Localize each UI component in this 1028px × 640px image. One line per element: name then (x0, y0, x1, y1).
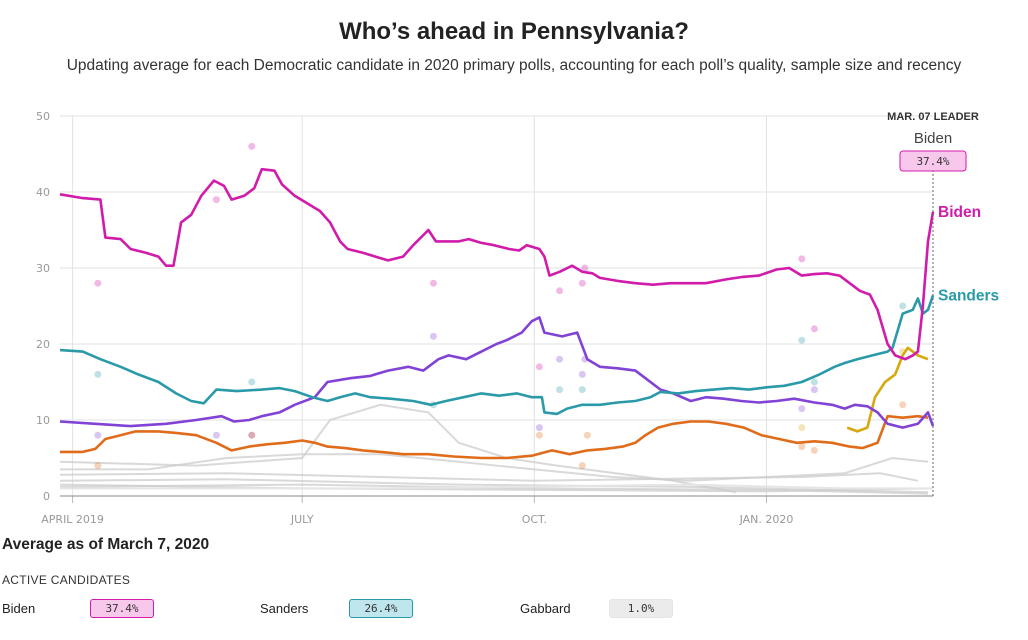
poll-dot-biden (429, 279, 437, 287)
chart-title: Who’s ahead in Pennsylvania? (339, 18, 689, 45)
poll-dot-buttigieg (94, 462, 102, 470)
y-tick-label: 50 (36, 110, 50, 123)
poll-dot-sanders (810, 378, 818, 386)
poll-dot-warren (429, 332, 437, 340)
leader-annotation: MAR. 07 LEADER Biden 37.4% (887, 111, 979, 496)
candidate-lines (59, 167, 935, 490)
active-candidates-label: ACTIVE CANDIDATES (2, 573, 131, 587)
series-line-biden (59, 167, 935, 361)
end-label-sanders: Sanders (938, 287, 999, 304)
candidate-name-sanders: Sanders (260, 601, 309, 616)
candidate-value-sanders: 26.4% (349, 599, 413, 618)
series-line-bloomberg (846, 346, 929, 433)
candidate-value-biden: 37.4% (90, 599, 154, 618)
leader-value-pill (899, 150, 967, 172)
y-tick-label: 0 (43, 490, 50, 503)
chart-subtitle: Updating average for each Democratic can… (66, 57, 962, 74)
candidate-value-gabbard: 1.0% (609, 599, 673, 618)
poll-dot-sanders (578, 386, 586, 394)
x-tick-label: JAN. 2020 (739, 513, 794, 526)
background-series-line (60, 453, 929, 482)
background-series-line (59, 483, 929, 495)
poll-dot-buttigieg (810, 446, 818, 454)
x-tick-label: APRIL 2019 (41, 513, 104, 526)
candidate-name-biden: Biden (2, 601, 36, 616)
poll-dot-buttigieg (583, 431, 591, 439)
poll-dot-biden (578, 279, 586, 287)
poll-dot-warren (556, 355, 564, 363)
polling-average-chart[interactable]: 0 10 20 30 40 50 APRIL 2019 JULY OCT. JAN. 2020 S… (0, 100, 1028, 528)
series-line-gabbard (60, 483, 933, 490)
leader-value: 37.4% (916, 155, 949, 168)
poll-dot-warren (94, 431, 102, 439)
background-series-line (59, 478, 929, 494)
poll-dot-biden (212, 196, 220, 204)
poll-dot-warren (798, 405, 806, 413)
poll-dot-biden (556, 287, 564, 295)
poll-dot-buttigieg (248, 431, 256, 439)
y-tick-label: 40 (36, 186, 50, 199)
poll-dot-warren (212, 431, 220, 439)
poll-dot-biden (94, 279, 102, 287)
poll-dot-biden (248, 142, 256, 150)
chart-gridlines (60, 115, 933, 496)
x-tick-label: OCT. (522, 513, 547, 526)
poll-dot-sanders (248, 378, 256, 386)
poll-dot-biden (581, 264, 589, 272)
poll-dot-sanders (798, 336, 806, 344)
poll-dot-warren (535, 424, 543, 432)
y-tick-label: 20 (36, 338, 50, 351)
poll-dot-buttigieg (578, 462, 586, 470)
poll-dots (94, 142, 907, 470)
chart-end-labels: Sanders Biden (938, 204, 999, 305)
poll-dot-biden (798, 255, 806, 263)
poll-dot-biden (810, 325, 818, 333)
y-tick-label: 10 (36, 414, 50, 427)
poll-dot-warren (578, 370, 586, 378)
background-candidate-lines (59, 403, 929, 495)
poll-dot-warren (248, 431, 256, 439)
leader-name: Biden (914, 130, 952, 147)
candidate-name-gabbard: Gabbard (520, 601, 571, 616)
chart-axes: 0 10 20 30 40 50 APRIL 2019 JULY OCT. JAN. 2020 (36, 110, 933, 526)
poll-dot-buttigieg (798, 443, 806, 451)
series-line-sanders (59, 294, 935, 416)
average-date-heading: Average as of March 7, 2020 (2, 536, 210, 553)
background-series-line (59, 472, 919, 482)
end-label-biden: Biden (938, 204, 981, 221)
poll-dot-warren (810, 386, 818, 394)
series-line-buttigieg (60, 414, 929, 460)
series-line-warren (59, 316, 935, 429)
poll-dot-biden (535, 363, 543, 371)
x-tick-label: JULY (290, 513, 314, 526)
poll-dot-sanders (556, 386, 564, 394)
poll-dot-bloomberg (798, 424, 806, 432)
poll-dot-buttigieg (899, 401, 907, 409)
leader-label: MAR. 07 LEADER (887, 111, 979, 123)
poll-dot-sanders (899, 302, 907, 310)
y-tick-label: 30 (36, 262, 50, 275)
background-series-line (59, 403, 737, 494)
poll-dot-sanders (94, 370, 102, 378)
poll-dot-buttigieg (535, 431, 543, 439)
